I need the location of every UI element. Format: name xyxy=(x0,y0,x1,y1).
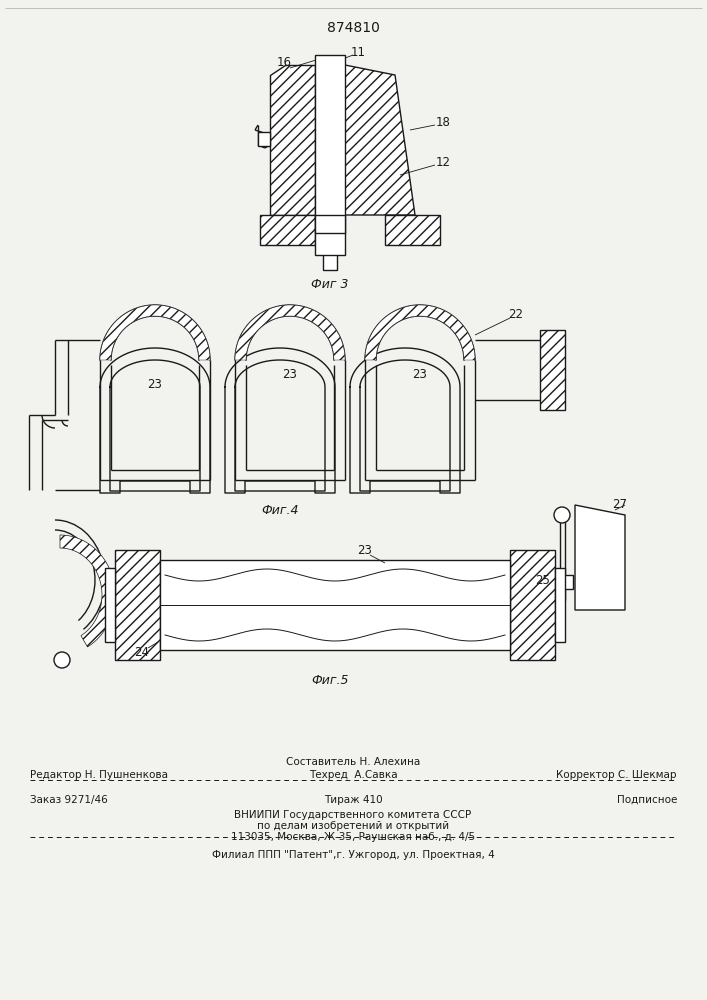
Text: 27: 27 xyxy=(612,498,628,512)
Bar xyxy=(555,568,565,642)
Text: по делам изобретений и открытий: по делам изобретений и открытий xyxy=(257,821,449,831)
Polygon shape xyxy=(345,65,415,215)
Text: 23: 23 xyxy=(413,368,428,381)
Text: Техред  А.Савка: Техред А.Савка xyxy=(309,770,397,780)
Text: 12: 12 xyxy=(436,156,450,169)
Text: Подписное: Подписное xyxy=(617,795,677,805)
Text: Корректор С. Шекмар: Корректор С. Шекмар xyxy=(556,770,677,780)
Polygon shape xyxy=(235,305,345,360)
Text: Фиг.4: Фиг.4 xyxy=(262,504,299,516)
Bar xyxy=(105,568,115,642)
Text: Тираж 410: Тираж 410 xyxy=(324,795,382,805)
Text: Фиг.5: Фиг.5 xyxy=(311,674,349,686)
Text: 11: 11 xyxy=(351,46,366,60)
Text: Редактор Н. Пушненкова: Редактор Н. Пушненкова xyxy=(30,770,168,780)
Text: Фиг 3: Фиг 3 xyxy=(311,278,349,292)
Text: 23: 23 xyxy=(148,378,163,391)
Circle shape xyxy=(54,652,70,668)
Text: 23: 23 xyxy=(283,368,298,381)
Polygon shape xyxy=(575,505,625,610)
Text: 18: 18 xyxy=(436,116,450,129)
Text: 874810: 874810 xyxy=(327,21,380,35)
Bar xyxy=(260,215,315,245)
Text: Составитель Н. Алехина: Составитель Н. Алехина xyxy=(286,757,420,767)
Bar xyxy=(323,245,337,270)
Text: 24: 24 xyxy=(134,647,149,660)
Text: 23: 23 xyxy=(358,544,373,558)
Polygon shape xyxy=(100,305,210,360)
Bar xyxy=(510,550,555,660)
Text: 22: 22 xyxy=(508,308,523,322)
Text: Заказ 9271/46: Заказ 9271/46 xyxy=(30,795,107,805)
Bar xyxy=(160,560,510,650)
Polygon shape xyxy=(365,305,475,360)
Bar xyxy=(115,550,160,660)
Polygon shape xyxy=(60,535,115,647)
Bar xyxy=(540,330,565,410)
Circle shape xyxy=(554,507,570,523)
Bar xyxy=(555,575,573,589)
Polygon shape xyxy=(270,65,315,215)
Bar xyxy=(258,132,270,146)
Text: 113035, Москва, Ж-35, Раушская наб., д. 4/5: 113035, Москва, Ж-35, Раушская наб., д. … xyxy=(231,832,475,842)
Text: Филиал ППП "Патент",г. Ужгород, ул. Проектная, 4: Филиал ППП "Патент",г. Ужгород, ул. Прое… xyxy=(211,850,494,860)
Text: ВНИИПИ Государственного комитета СССР: ВНИИПИ Государственного комитета СССР xyxy=(235,810,472,820)
Bar xyxy=(315,215,345,233)
Text: 16: 16 xyxy=(276,56,291,70)
Bar xyxy=(385,215,440,245)
Text: 25: 25 xyxy=(536,574,551,586)
Bar xyxy=(315,55,345,255)
